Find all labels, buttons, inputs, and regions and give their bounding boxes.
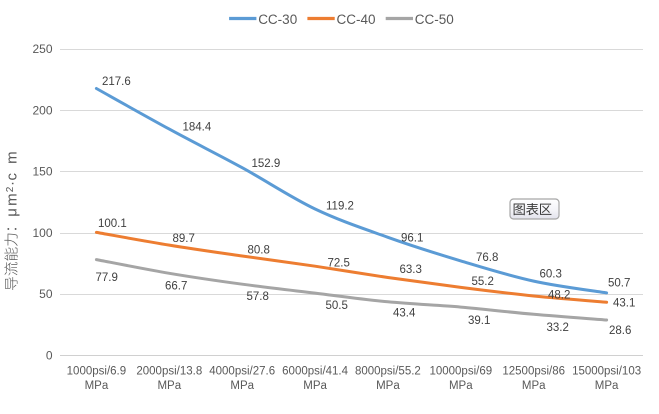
svg-text:MPa: MPa <box>595 380 619 392</box>
svg-text:33.2: 33.2 <box>547 322 569 334</box>
svg-text:55.2: 55.2 <box>472 276 494 288</box>
svg-text:0: 0 <box>46 348 53 362</box>
svg-text:8000psi/55.2: 8000psi/55.2 <box>355 365 421 377</box>
svg-text:72.5: 72.5 <box>328 257 350 269</box>
svg-text:μ: μ <box>4 208 21 217</box>
svg-text:CC-50: CC-50 <box>415 12 454 27</box>
svg-text:6000psi/41.4: 6000psi/41.4 <box>282 365 348 377</box>
svg-text:80.8: 80.8 <box>248 244 270 256</box>
svg-text:2: 2 <box>5 186 16 192</box>
svg-text:150: 150 <box>32 165 52 179</box>
svg-text:39.1: 39.1 <box>468 315 490 327</box>
svg-text:MPa: MPa <box>230 380 254 392</box>
svg-text:50.5: 50.5 <box>326 300 348 312</box>
svg-text:10000psi/69: 10000psi/69 <box>429 365 492 377</box>
svg-text:MPa: MPa <box>303 380 327 392</box>
svg-text:184.4: 184.4 <box>183 121 212 133</box>
svg-text:CC-40: CC-40 <box>337 12 376 27</box>
svg-text:250: 250 <box>32 42 52 56</box>
svg-text:43.1: 43.1 <box>613 297 635 309</box>
svg-text:48.2: 48.2 <box>548 289 570 301</box>
svg-text:MPa: MPa <box>522 380 546 392</box>
svg-text:50: 50 <box>39 287 53 301</box>
svg-text:50.7: 50.7 <box>608 277 630 289</box>
svg-text:·: · <box>4 181 21 186</box>
svg-text:66.7: 66.7 <box>165 280 187 292</box>
svg-text:77.9: 77.9 <box>96 272 118 284</box>
svg-text:m: m <box>4 151 21 164</box>
svg-text:96.1: 96.1 <box>401 232 423 244</box>
svg-text:MPa: MPa <box>157 380 181 392</box>
svg-text:CC-30: CC-30 <box>258 12 297 27</box>
svg-text:89.7: 89.7 <box>173 233 195 245</box>
svg-text:2000psi/13.8: 2000psi/13.8 <box>136 365 202 377</box>
svg-text:c: c <box>4 172 21 180</box>
svg-text:4000psi/27.6: 4000psi/27.6 <box>209 365 275 377</box>
svg-text:100.1: 100.1 <box>98 218 127 230</box>
svg-text:28.6: 28.6 <box>609 325 631 337</box>
svg-text:15000psi/103: 15000psi/103 <box>572 365 641 377</box>
svg-text:57.8: 57.8 <box>247 291 269 303</box>
svg-text:MPa: MPa <box>376 380 400 392</box>
svg-text:1000psi/6.9: 1000psi/6.9 <box>67 365 126 377</box>
svg-text:12500psi/86: 12500psi/86 <box>502 365 565 377</box>
svg-text:MPa: MPa <box>449 380 473 392</box>
svg-text:43.4: 43.4 <box>393 307 416 319</box>
svg-text:MPa: MPa <box>85 380 109 392</box>
svg-text:100: 100 <box>32 226 52 240</box>
svg-text:119.2: 119.2 <box>326 200 354 212</box>
svg-text:63.3: 63.3 <box>400 264 422 276</box>
svg-text:152.9: 152.9 <box>252 158 281 170</box>
svg-text:60.3: 60.3 <box>540 268 562 280</box>
svg-text:76.8: 76.8 <box>476 252 498 264</box>
svg-text:m: m <box>4 193 21 206</box>
svg-text:217.6: 217.6 <box>102 76 131 88</box>
svg-text:200: 200 <box>32 103 52 117</box>
